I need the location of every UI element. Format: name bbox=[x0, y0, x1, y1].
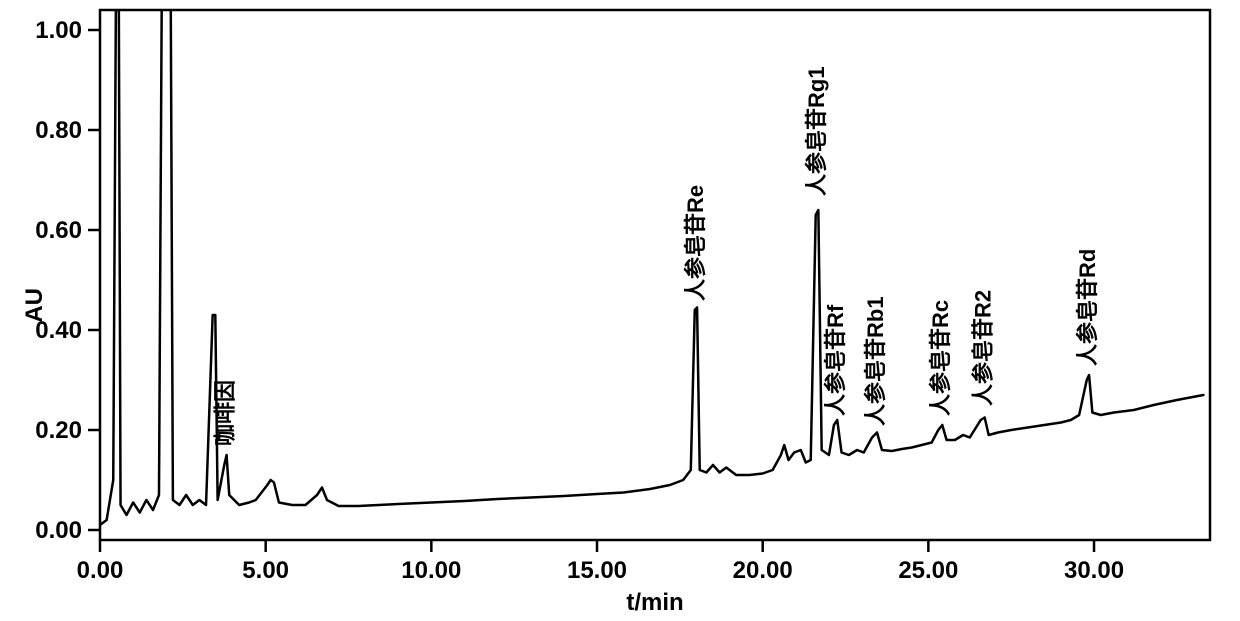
y-tick-label: 0.80 bbox=[35, 117, 82, 144]
x-tick-label: 0.00 bbox=[77, 557, 124, 584]
x-tick-label: 5.00 bbox=[242, 557, 289, 584]
y-tick-label: 1.00 bbox=[35, 17, 82, 44]
plot-border bbox=[100, 10, 1210, 540]
y-tick-label: 0.60 bbox=[35, 217, 82, 244]
y-tick-label: 0.00 bbox=[35, 517, 82, 544]
x-tick-label: 10.00 bbox=[401, 557, 461, 584]
x-axis-label: t/min bbox=[626, 589, 683, 616]
y-tick-label: 0.20 bbox=[35, 417, 82, 444]
peak-label: 咖啡因 bbox=[212, 380, 237, 446]
peak-label: 人参皂苷Rc bbox=[928, 300, 953, 416]
peak-label: 人参皂苷Rd bbox=[1075, 249, 1100, 366]
chromatogram-trace bbox=[100, 0, 1203, 525]
peak-label: 人参皂苷Rf bbox=[823, 304, 848, 416]
peak-label: 人参皂苷Rb1 bbox=[863, 296, 888, 426]
peak-label: 人参皂苷Rg1 bbox=[804, 66, 829, 196]
peak-label: 人参皂苷R2 bbox=[970, 290, 995, 406]
x-tick-label: 20.00 bbox=[733, 557, 793, 584]
x-tick-label: 15.00 bbox=[567, 557, 627, 584]
plot-svg: 0.00 5.00 10.00 15.00 20.00 25.00 30.00 t/min 0.… bbox=[0, 0, 1240, 621]
y-axis-label: AU bbox=[21, 288, 48, 323]
x-tick-label: 30.00 bbox=[1064, 557, 1124, 584]
x-tick-label: 25.00 bbox=[898, 557, 958, 584]
peak-label: 人参皂苷Re bbox=[683, 185, 708, 301]
chromatogram-figure: 0.00 5.00 10.00 15.00 20.00 25.00 30.00 t/min 0.… bbox=[0, 0, 1240, 621]
